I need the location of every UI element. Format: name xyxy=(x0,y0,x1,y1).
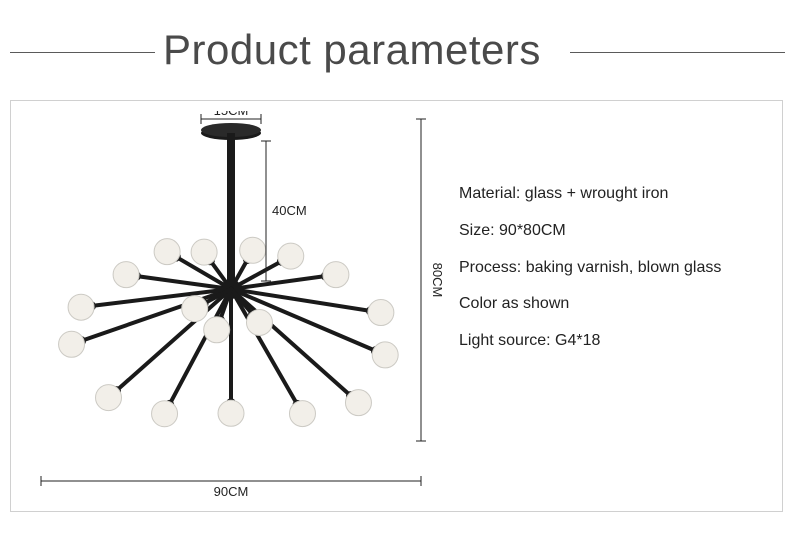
divider-right xyxy=(570,52,785,53)
spec-color: Color as shown xyxy=(459,286,774,323)
spec-light: Light source: G4*18 xyxy=(459,323,774,360)
svg-text:15CM: 15CM xyxy=(214,111,249,118)
divider-left xyxy=(10,52,155,53)
spec-size: Size: 90*80CM xyxy=(459,213,774,250)
spec-list: Material: glass + wrought iron Size: 90*… xyxy=(459,176,774,360)
svg-text:90CM: 90CM xyxy=(214,484,249,499)
spec-material: Material: glass + wrought iron xyxy=(459,176,774,213)
spec-process: Process: baking varnish, blown glass xyxy=(459,250,774,287)
product-diagram: 15CM 40CM 80CM 90CM xyxy=(21,111,451,506)
svg-text:80CM: 80CM xyxy=(430,263,445,298)
content-frame: 15CM 40CM 80CM 90CM Material: glass + wroug… xyxy=(10,100,783,512)
page-title: Product parameters xyxy=(163,26,541,74)
svg-text:40CM: 40CM xyxy=(272,203,307,218)
